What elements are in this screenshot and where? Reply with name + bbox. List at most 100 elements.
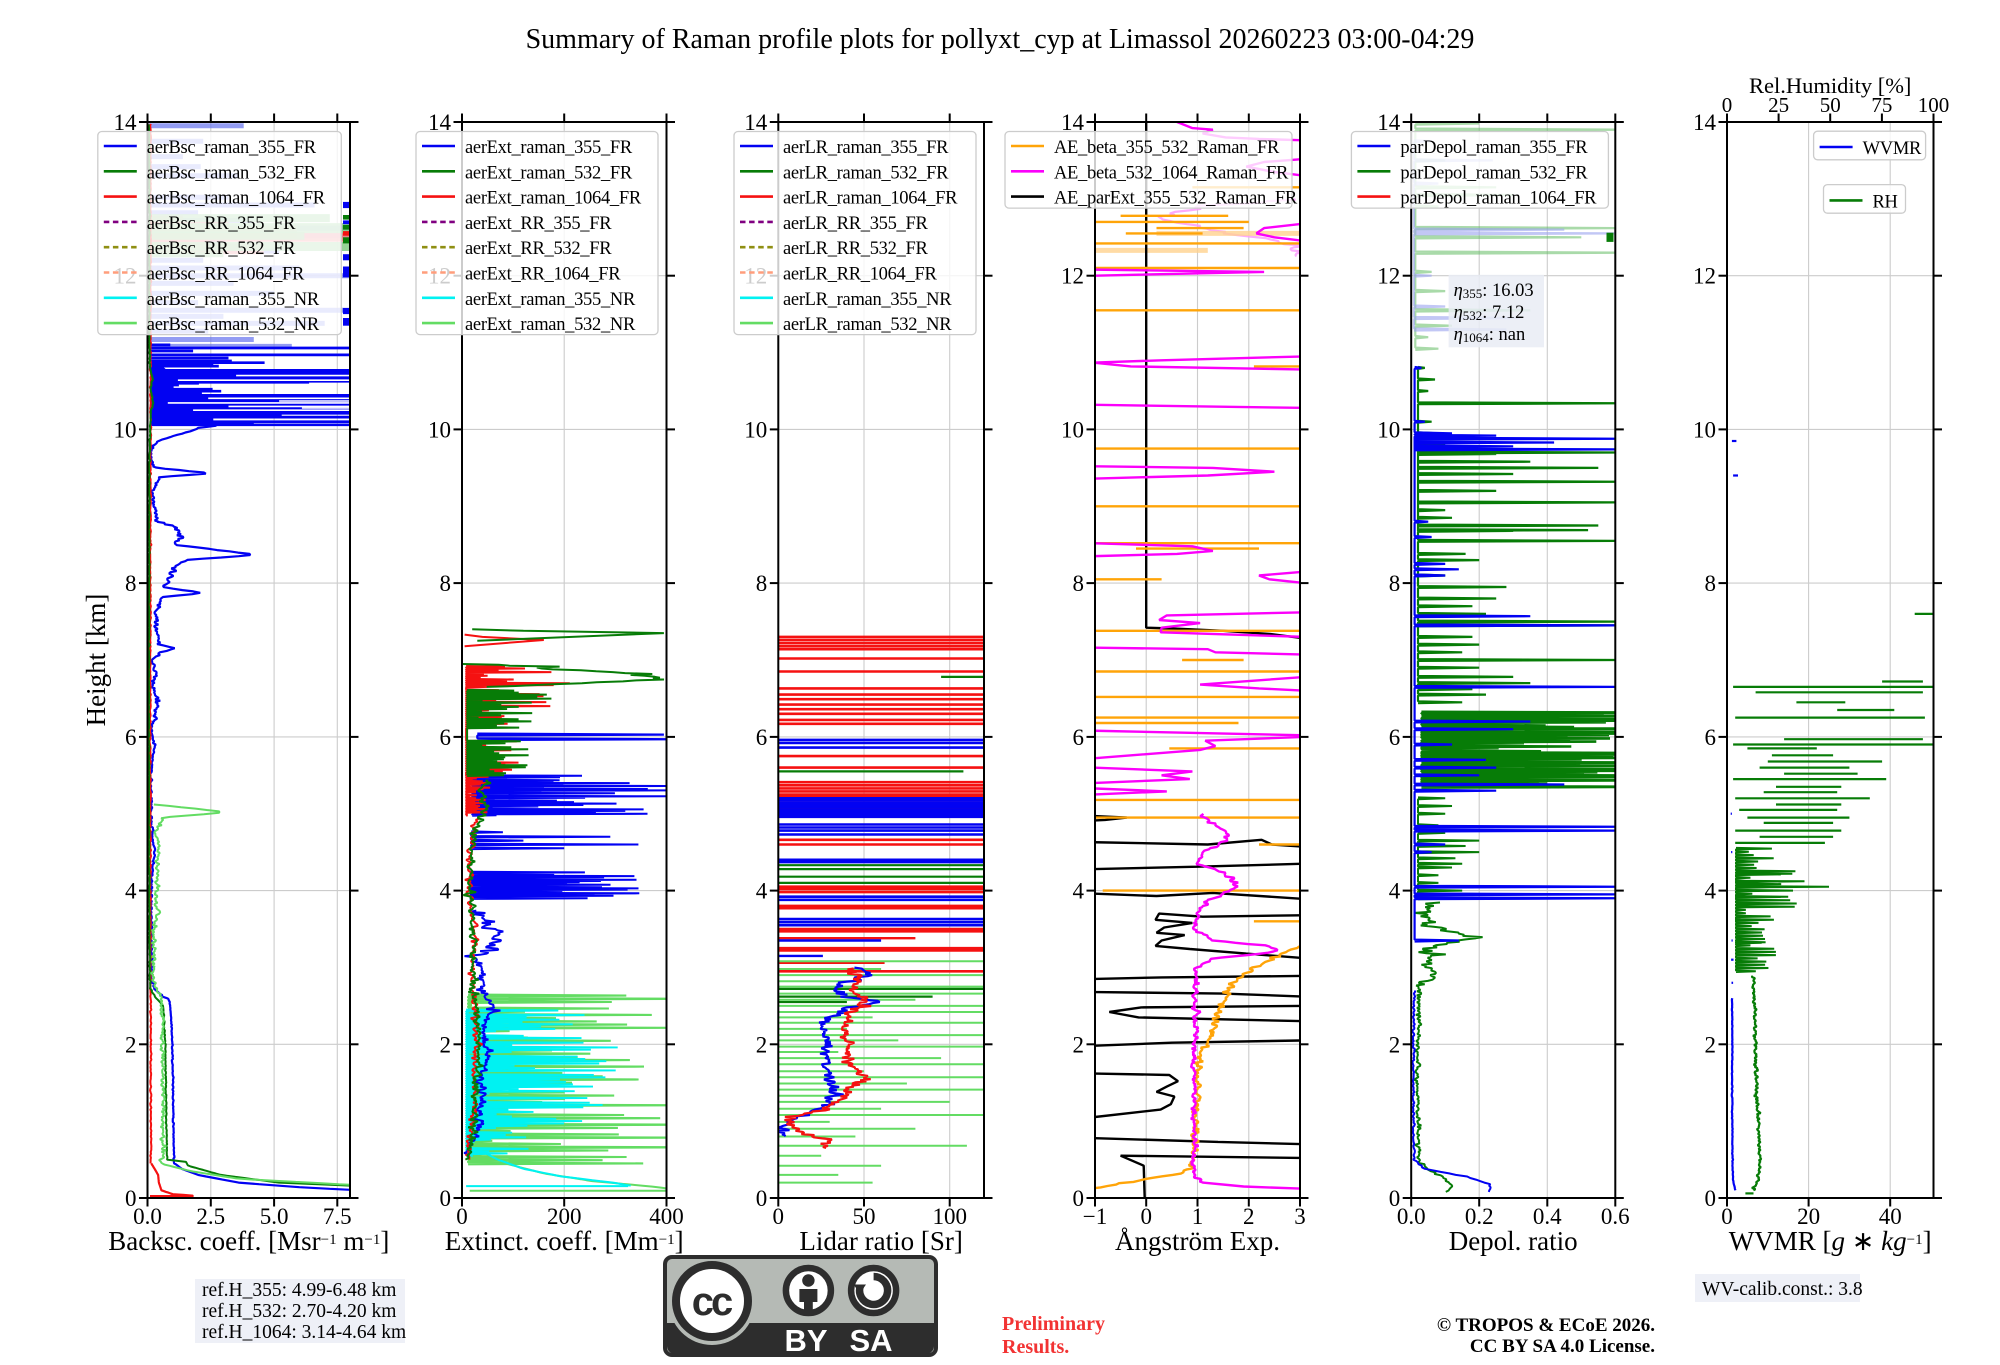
svg-text:aerExt_RR_355_FR: aerExt_RR_355_FR: [465, 214, 612, 234]
svg-text:14: 14: [428, 110, 452, 135]
svg-text:0: 0: [1722, 93, 1733, 117]
svg-text:2: 2: [125, 1032, 137, 1057]
svg-text:0: 0: [756, 1186, 768, 1211]
svg-text:6: 6: [1705, 725, 1717, 750]
svg-text:0.2: 0.2: [1465, 1204, 1494, 1229]
svg-text:0: 0: [1073, 1186, 1085, 1211]
svg-text:parDepol_raman_355_FR: parDepol_raman_355_FR: [1400, 138, 1588, 158]
svg-text:CC BY SA 4.0 License.: CC BY SA 4.0 License.: [1470, 1336, 1655, 1357]
svg-text:0: 0: [456, 1204, 468, 1229]
svg-text:2: 2: [756, 1032, 768, 1057]
svg-text:0: 0: [1389, 1186, 1401, 1211]
svg-text:6: 6: [1389, 725, 1401, 750]
svg-text:0: 0: [1721, 1204, 1733, 1229]
svg-text:η532: 7.12: η532: 7.12: [1454, 303, 1525, 323]
svg-text:aerLR_raman_532_NR: aerLR_raman_532_NR: [783, 315, 952, 335]
svg-text:400: 400: [649, 1204, 684, 1229]
svg-text:Lidar ratio [Sr]: Lidar ratio [Sr]: [799, 1226, 962, 1256]
svg-text:Depol. ratio: Depol. ratio: [1449, 1226, 1578, 1256]
svg-text:50: 50: [853, 1204, 876, 1229]
svg-text:8: 8: [1073, 571, 1085, 596]
svg-text:0: 0: [125, 1186, 137, 1211]
svg-text:aerLR_raman_532_FR: aerLR_raman_532_FR: [783, 163, 949, 183]
svg-text:0: 0: [1140, 1204, 1152, 1229]
svg-text:2: 2: [1389, 1032, 1401, 1057]
svg-text:© TROPOS & ECoE 2026.: © TROPOS & ECoE 2026.: [1437, 1315, 1655, 1336]
svg-text:10: 10: [744, 417, 767, 442]
svg-text:aerBsc_RR_532_FR: aerBsc_RR_532_FR: [147, 239, 296, 259]
svg-text:14: 14: [1377, 110, 1401, 135]
svg-text:0: 0: [773, 1204, 785, 1229]
svg-text:Extinct. coeff. [Mm−1]: Extinct. coeff. [Mm−1]: [445, 1226, 684, 1256]
svg-text:aerLR_raman_355_NR: aerLR_raman_355_NR: [783, 290, 952, 310]
svg-text:AE_beta_355_532_Raman_FR: AE_beta_355_532_Raman_FR: [1054, 138, 1280, 158]
svg-text:2: 2: [1073, 1032, 1085, 1057]
svg-text:14: 14: [1693, 110, 1717, 135]
svg-text:4: 4: [440, 879, 452, 904]
svg-text:BY: BY: [784, 1323, 827, 1358]
svg-text:ref.H_355: 4.99-6.48 km: ref.H_355: 4.99-6.48 km: [202, 1280, 396, 1301]
svg-text:aerLR_RR_1064_FR: aerLR_RR_1064_FR: [783, 265, 937, 285]
svg-text:6: 6: [1073, 725, 1085, 750]
svg-text:aerBsc_RR_355_FR: aerBsc_RR_355_FR: [147, 214, 296, 234]
svg-text:1: 1: [1192, 1204, 1204, 1229]
svg-text:ref.H_1064: 3.14-4.64 km: ref.H_1064: 3.14-4.64 km: [202, 1322, 406, 1343]
svg-text:2: 2: [1705, 1032, 1717, 1057]
svg-text:12: 12: [1061, 264, 1084, 289]
svg-text:WVMR: WVMR: [1863, 139, 1922, 159]
svg-text:0: 0: [1705, 1186, 1717, 1211]
svg-text:10: 10: [1061, 417, 1084, 442]
svg-text:0.0: 0.0: [1397, 1204, 1426, 1229]
svg-text:parDepol_raman_532_FR: parDepol_raman_532_FR: [1400, 163, 1588, 183]
svg-text:ref.H_532: 2.70-4.20 km: ref.H_532: 2.70-4.20 km: [202, 1301, 396, 1322]
svg-text:75: 75: [1871, 93, 1892, 117]
svg-text:4: 4: [1389, 879, 1401, 904]
svg-text:10: 10: [1377, 417, 1400, 442]
svg-text:η355: 16.03: η355: 16.03: [1454, 281, 1534, 301]
svg-text:aerBsc_raman_532_FR: aerBsc_raman_532_FR: [147, 163, 317, 183]
svg-text:Results.: Results.: [1002, 1336, 1069, 1358]
svg-text:η1064: nan: η1064: nan: [1454, 325, 1526, 345]
svg-text:0.0: 0.0: [133, 1204, 162, 1229]
svg-text:WVMR [g ∗ kg−1]: WVMR [g ∗ kg−1]: [1729, 1226, 1932, 1256]
svg-text:40: 40: [1879, 1204, 1902, 1229]
svg-text:8: 8: [1389, 571, 1401, 596]
svg-text:8: 8: [440, 571, 452, 596]
svg-text:aerExt_raman_532_NR: aerExt_raman_532_NR: [465, 315, 636, 335]
svg-text:14: 14: [744, 110, 768, 135]
svg-text:4: 4: [1073, 879, 1085, 904]
svg-text:5.0: 5.0: [260, 1204, 289, 1229]
svg-text:12: 12: [1377, 264, 1400, 289]
svg-text:6: 6: [756, 725, 768, 750]
svg-text:aerLR_raman_1064_FR: aerLR_raman_1064_FR: [783, 189, 958, 209]
svg-text:Summary of Raman profile plots: Summary of Raman profile plots for polly…: [526, 24, 1475, 55]
svg-text:aerBsc_RR_1064_FR: aerBsc_RR_1064_FR: [147, 265, 305, 285]
svg-text:aerBsc_raman_355_NR: aerBsc_raman_355_NR: [147, 290, 320, 310]
svg-text:aerBsc_raman_355_FR: aerBsc_raman_355_FR: [147, 138, 317, 158]
svg-text:aerExt_raman_532_FR: aerExt_raman_532_FR: [465, 163, 633, 183]
svg-text:100: 100: [932, 1204, 967, 1229]
svg-text:200: 200: [547, 1204, 582, 1229]
svg-text:Ångström Exp.: Ångström Exp.: [1115, 1226, 1280, 1256]
svg-text:10: 10: [114, 417, 137, 442]
svg-text:8: 8: [756, 571, 768, 596]
svg-text:0.6: 0.6: [1601, 1204, 1630, 1229]
svg-text:3: 3: [1294, 1204, 1306, 1229]
svg-text:25: 25: [1768, 93, 1789, 117]
svg-text:−1: −1: [1083, 1204, 1107, 1229]
svg-text:50: 50: [1820, 93, 1841, 117]
svg-text:cc: cc: [692, 1280, 733, 1324]
svg-text:14: 14: [1061, 110, 1085, 135]
svg-text:4: 4: [1705, 879, 1717, 904]
svg-text:14: 14: [114, 110, 138, 135]
svg-text:0: 0: [440, 1186, 452, 1211]
svg-text:Preliminary: Preliminary: [1002, 1313, 1105, 1335]
svg-text:6: 6: [125, 725, 137, 750]
svg-text:2: 2: [440, 1032, 452, 1057]
svg-text:100: 100: [1918, 93, 1950, 117]
svg-text:AE_beta_532_1064_Raman_FR: AE_beta_532_1064_Raman_FR: [1054, 163, 1289, 183]
svg-text:aerExt_raman_355_NR: aerExt_raman_355_NR: [465, 290, 636, 310]
svg-text:Rel.Humidity [%]: Rel.Humidity [%]: [1749, 73, 1911, 98]
svg-text:aerExt_RR_532_FR: aerExt_RR_532_FR: [465, 239, 612, 259]
svg-text:Height [km]: Height [km]: [81, 594, 111, 727]
